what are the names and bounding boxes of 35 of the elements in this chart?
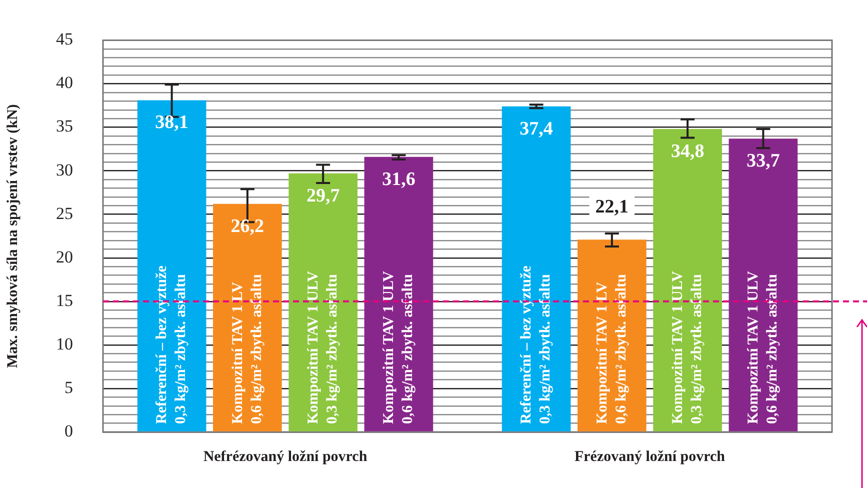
x-tick-label: Nefrézovaný ložní povrch	[203, 448, 368, 465]
y-tick-label: 10	[56, 334, 73, 354]
text: Referenční – bez výztuže 0,3 kg/m² zbytk. asfaltu	[518, 266, 554, 424]
text: Kompozitní TAV 1 LV 0,6 kg/m² zbytk. asfaltu	[594, 274, 630, 424]
bar	[364, 156, 434, 432]
y-tick-label: 35	[56, 116, 73, 136]
y-tick-label: 20	[56, 247, 73, 266]
bar	[653, 129, 722, 432]
series-label: Kompozitní TAV 1 ULV 0,3 kg/m² zbytk. asfaltu	[305, 270, 340, 424]
bar	[137, 100, 206, 432]
y-tick-label: 5	[64, 378, 73, 397]
data-label: 31,6	[382, 168, 416, 190]
data-label: 22,1	[595, 196, 629, 218]
y-tick-label: 40	[56, 73, 73, 92]
x-tick-label: Frézovaný ložní povrch	[574, 448, 726, 465]
bar	[502, 106, 571, 432]
y-tick-label: 30	[56, 160, 73, 180]
series-label: Referenční – bez výztuže 0,3 kg/m² zbytk. asfaltu	[154, 265, 190, 424]
data-label: 33,7	[746, 150, 780, 172]
series-label: Kompozitní TAV 1 ULV 0,6 kg/m² zbytk. asfaltu	[381, 270, 416, 424]
y-axis-title: Max. smyková síla na spojení vrstev (kN)	[4, 104, 21, 368]
y-tick-label: 45	[56, 30, 73, 49]
text: Kompozitní TAV 1 ULV 0,6 kg/m² zbytk. asfaltu	[746, 271, 781, 424]
data-label: 26,2	[230, 216, 264, 237]
data-label: 29,7	[306, 185, 340, 206]
series-label: Kompozitní TAV 1 LV 0,6 kg/m² zbytk. asfaltu	[230, 274, 265, 424]
bar	[288, 173, 358, 432]
y-tick-label: 0	[64, 421, 73, 440]
y-tick-label: 15	[56, 290, 73, 310]
text: Kompozitní TAV 1 ULV 0,3 kg/m² zbytk. asfaltu	[670, 271, 705, 424]
data-label: 38,1	[155, 112, 188, 134]
y-tick-label: 25	[56, 204, 73, 223]
data-label: 37,4	[520, 118, 554, 140]
data-label: 34,8	[670, 140, 704, 162]
bar	[728, 138, 798, 432]
